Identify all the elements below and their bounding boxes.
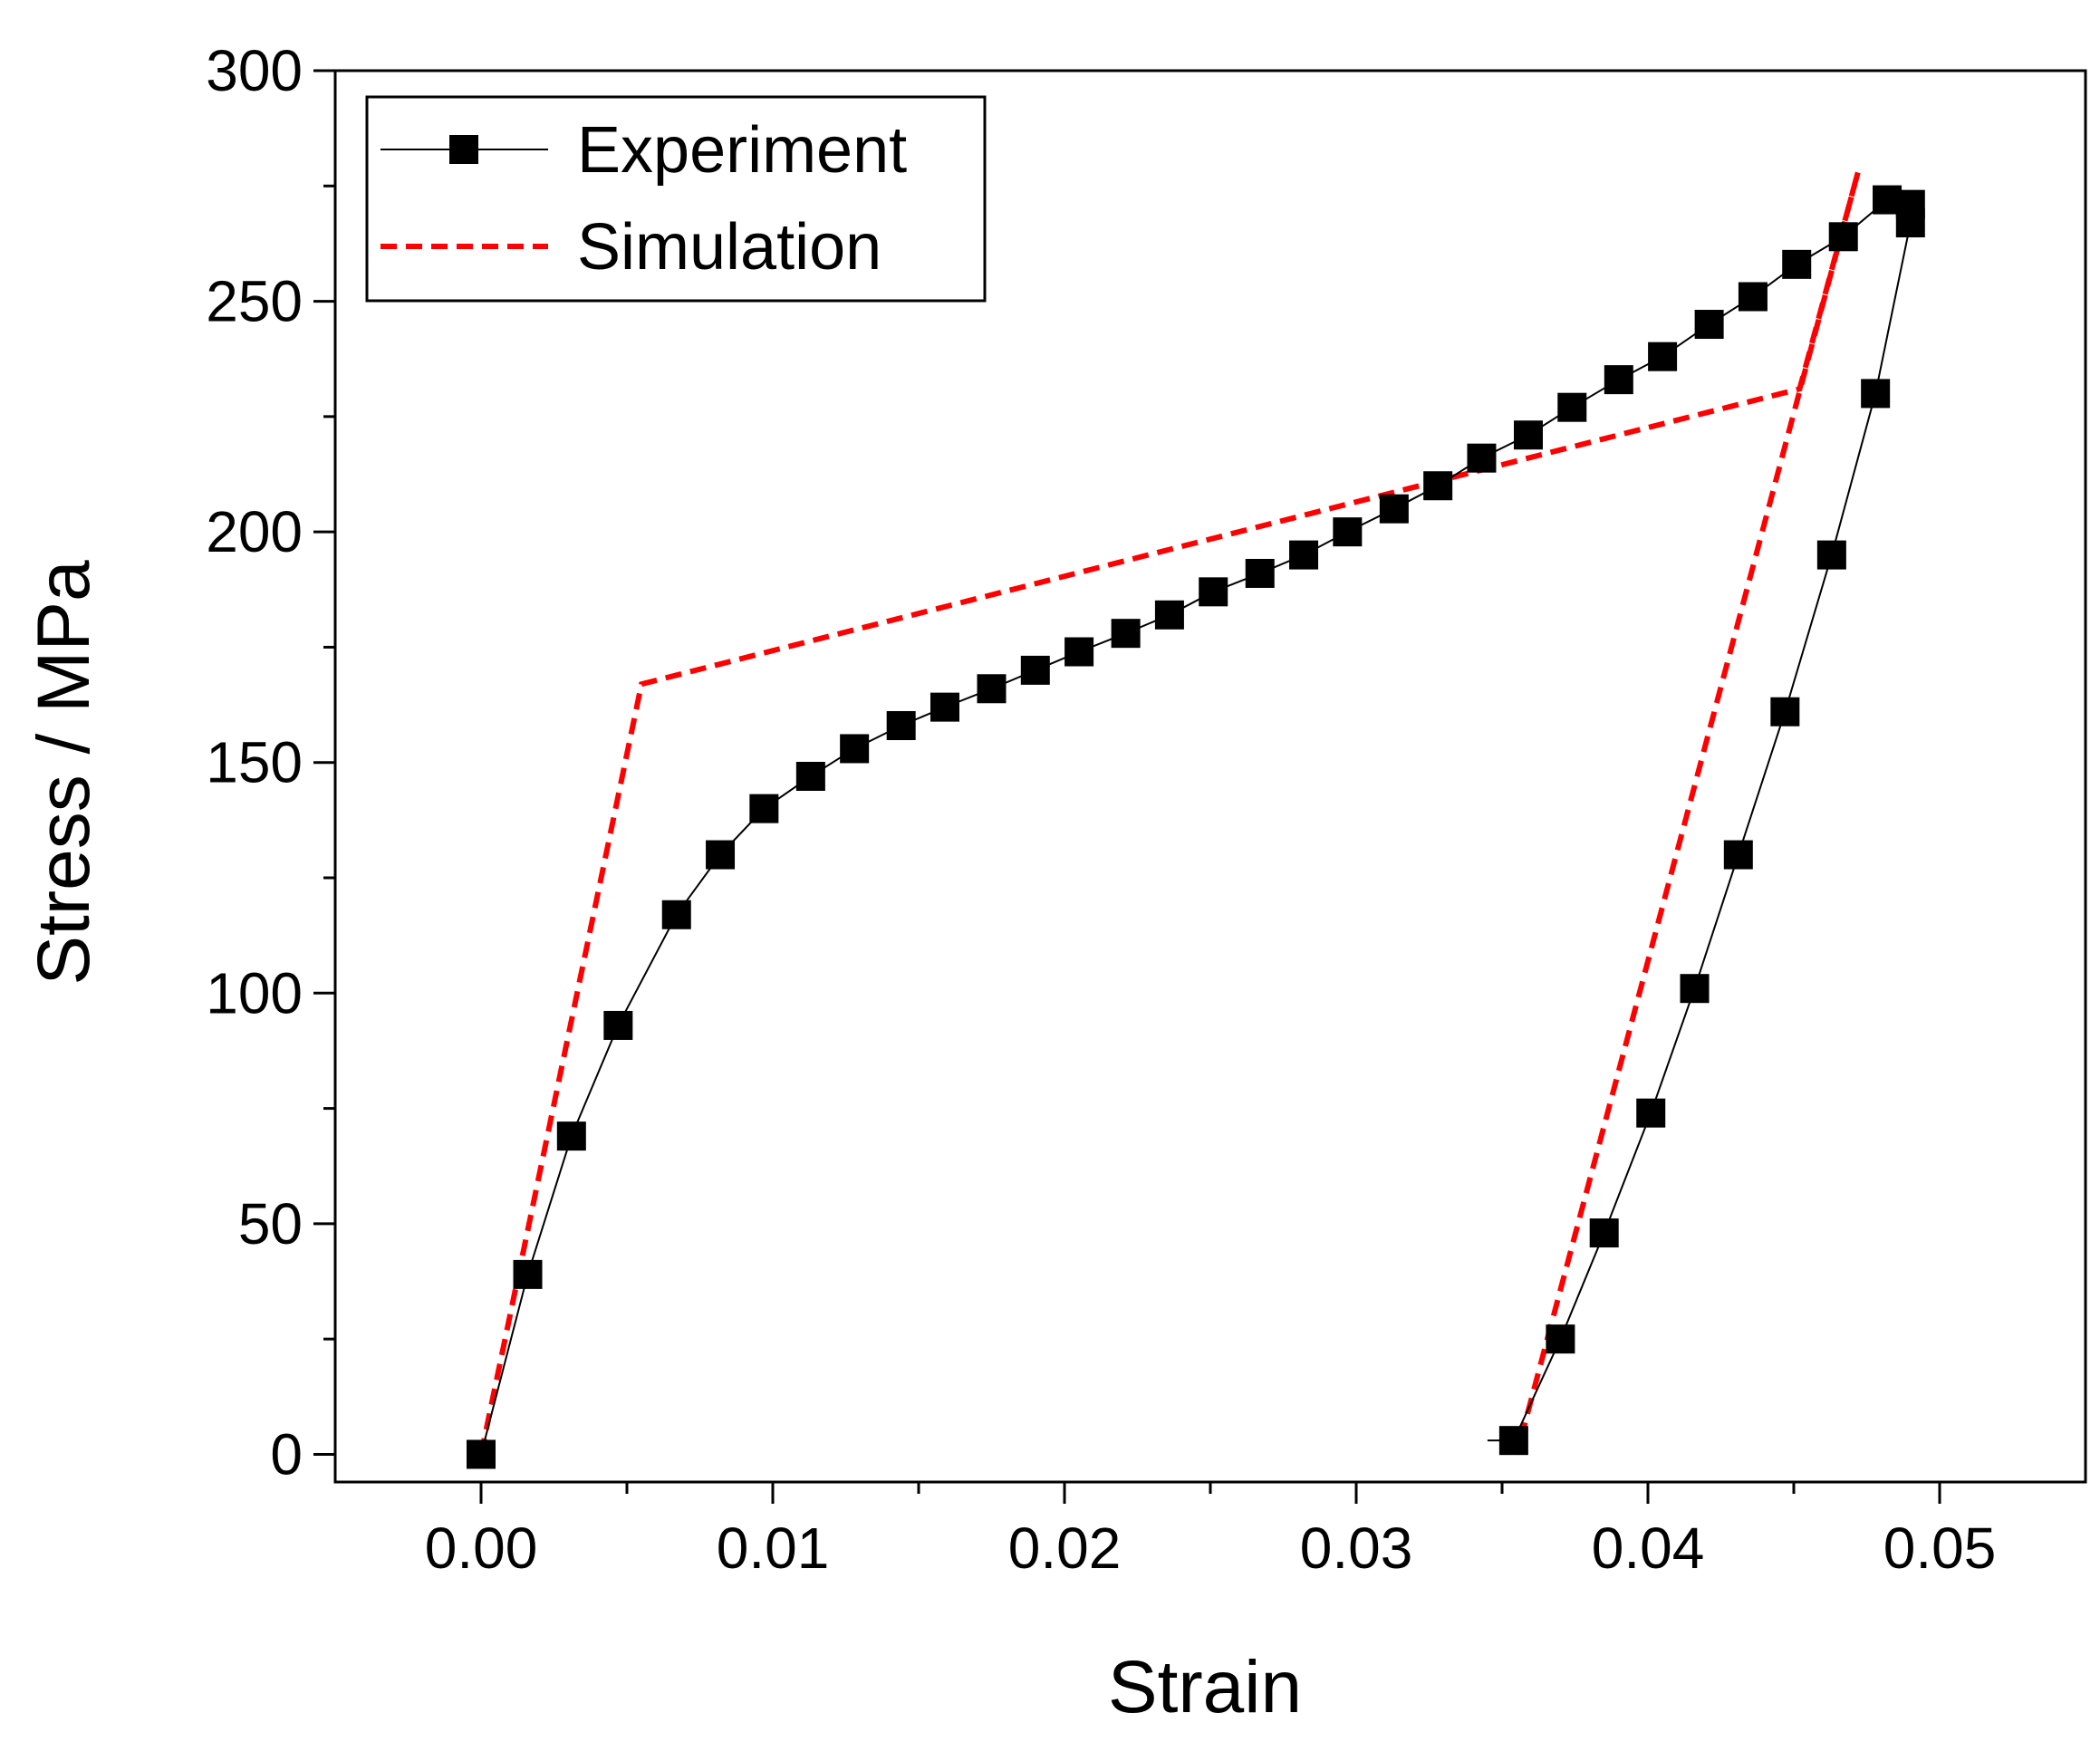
experiment-line bbox=[480, 198, 1912, 1455]
experiment-point bbox=[749, 794, 779, 823]
legend-box bbox=[365, 95, 987, 303]
experiment-point bbox=[1111, 619, 1141, 649]
x-tick-label: 0.00 bbox=[425, 1516, 538, 1581]
experiment-point bbox=[977, 674, 1007, 704]
x-tick-label: 0.03 bbox=[1300, 1516, 1413, 1581]
experiment-point bbox=[603, 1010, 633, 1040]
experiment-point bbox=[1064, 637, 1094, 667]
y-tick-label: 100 bbox=[206, 960, 303, 1025]
experiment-point bbox=[840, 734, 870, 764]
experiment-point bbox=[1648, 342, 1678, 371]
legend-experiment-label: Experiment bbox=[577, 114, 907, 187]
experiment-point bbox=[1861, 379, 1891, 409]
experiment-point bbox=[1589, 1218, 1619, 1248]
experiment-point bbox=[886, 710, 916, 740]
simulation-line bbox=[478, 171, 1861, 1456]
experiment-point bbox=[1636, 1098, 1666, 1128]
x-axis-ticks: 0.00 0.01 0.02 0.03 0.04 0.05 bbox=[425, 1482, 1997, 1581]
experiment-point bbox=[1694, 310, 1724, 340]
experiment-point bbox=[1245, 558, 1275, 588]
experiment-point bbox=[1816, 540, 1846, 570]
experiment-point bbox=[1154, 600, 1184, 630]
experiment-point bbox=[661, 900, 691, 929]
x-tick-label: 0.02 bbox=[1008, 1516, 1122, 1581]
experiment-point bbox=[1333, 517, 1363, 547]
x-axis-title: Strain bbox=[1108, 1646, 1302, 1728]
y-tick-label: 150 bbox=[206, 730, 303, 795]
experiment-point bbox=[1467, 443, 1497, 473]
experiment-point bbox=[706, 840, 736, 870]
y-tick-label: 50 bbox=[238, 1191, 303, 1256]
experiment-point bbox=[1423, 471, 1453, 501]
experiment-point bbox=[467, 1439, 496, 1469]
experiment-point bbox=[1199, 577, 1228, 607]
experiment-point bbox=[1020, 655, 1050, 685]
experiment-point bbox=[1546, 1324, 1575, 1354]
series-layer bbox=[467, 171, 1925, 1469]
y-tick-label: 250 bbox=[206, 269, 303, 334]
x-tick-label: 0.05 bbox=[1883, 1516, 1997, 1581]
experiment-point bbox=[1738, 282, 1768, 312]
experiment-point bbox=[1289, 540, 1319, 570]
experiment-point bbox=[1513, 420, 1543, 450]
y-tick-label: 0 bbox=[270, 1421, 303, 1487]
legend: Experiment Simulation bbox=[365, 95, 987, 303]
experiment-point bbox=[1723, 840, 1753, 870]
legend-experiment-marker bbox=[449, 135, 478, 164]
experiment-point bbox=[1782, 249, 1812, 279]
x-tick-label: 0.04 bbox=[1592, 1516, 1705, 1581]
y-tick-label: 200 bbox=[206, 499, 303, 564]
experiment-point bbox=[1770, 697, 1800, 727]
experiment-point bbox=[1895, 208, 1925, 238]
experiment-point bbox=[556, 1121, 586, 1151]
legend-simulation-label: Simulation bbox=[577, 211, 881, 284]
x-tick-label: 0.01 bbox=[717, 1516, 830, 1581]
experiment-point bbox=[1557, 392, 1587, 422]
experiment-point bbox=[930, 692, 959, 722]
experiment-point bbox=[1604, 365, 1633, 395]
experiment-point bbox=[795, 762, 825, 791]
y-tick-label: 300 bbox=[206, 38, 303, 103]
experiment-point bbox=[1680, 974, 1710, 1004]
experiment-point bbox=[1828, 222, 1858, 252]
experiment-point bbox=[1498, 1426, 1528, 1456]
y-axis-title: Stress / MPa bbox=[23, 560, 105, 986]
experiment-point bbox=[1379, 494, 1409, 524]
experiment-point bbox=[513, 1259, 543, 1289]
y-axis-ticks: 0 50 100 150 200 250 300 bbox=[206, 38, 335, 1487]
